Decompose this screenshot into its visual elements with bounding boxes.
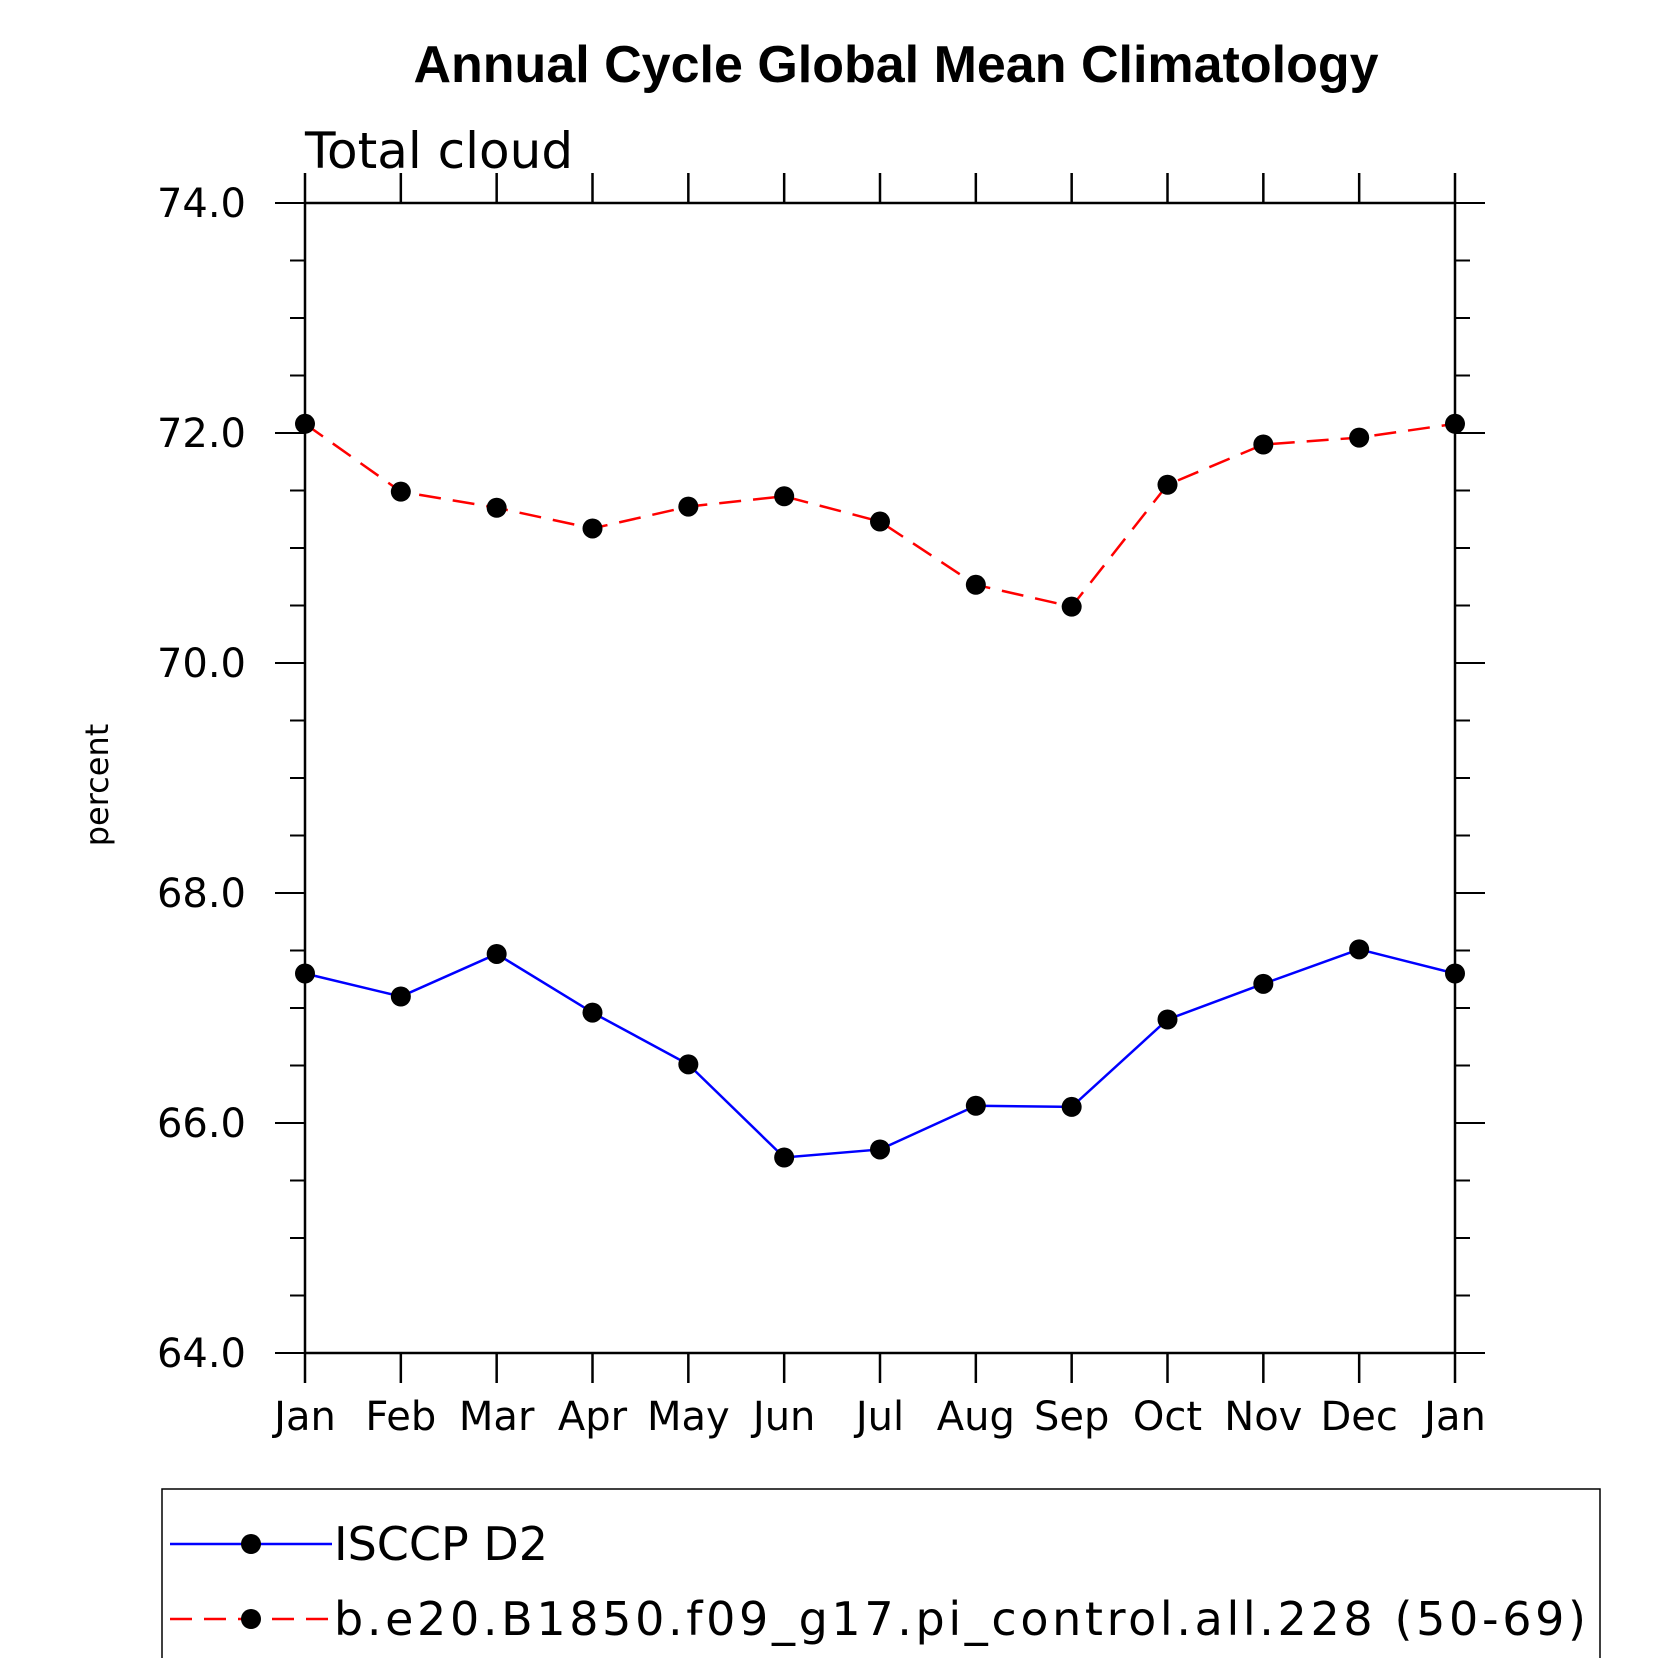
plot-frame [303,201,1457,1355]
y-tick-label: 64.0 [157,1331,246,1377]
legend-label: b.e20.B1850.f09_g17.pi_control.all.228 (… [334,1592,1586,1646]
y-tick-label: 74.0 [157,181,246,227]
legend: ISCCP D2 b.e20.B1850.f09_g17.pi_control.a… [161,1488,1601,1658]
x-tick-label: Apr [558,1394,628,1440]
x-tick-labels: Jan Feb Mar Apr May Jun Jul Aug Sep Oct Nov Dec Jan [271,1394,1486,1440]
data-point [870,511,890,532]
x-tick-label: Jul [853,1394,904,1440]
chart-title: Annual Cycle Global Mean Climatology [413,36,1378,94]
data-point [390,986,411,1007]
data-point [1061,1096,1082,1117]
x-tick-label: Sep [1034,1394,1109,1440]
data-point [1253,973,1274,994]
y-tick-label: 72.0 [157,411,246,457]
data-point [678,496,699,517]
axis-ticks [275,173,1485,1383]
x-tick-label: Jan [1421,1394,1486,1440]
data-point [582,518,603,539]
data-point [965,1095,986,1116]
data-point [774,1147,795,1168]
data-point [774,486,795,507]
data-point [295,963,315,984]
data-point [1157,1009,1178,1030]
data-point [295,413,315,434]
x-tick-label: Jun [750,1394,816,1440]
legend-marker [241,1609,261,1629]
y-tick-label: 66.0 [157,1101,246,1147]
x-tick-label: Aug [937,1394,1015,1440]
x-tick-label: Nov [1224,1394,1302,1440]
x-tick-label: May [647,1394,730,1440]
chart-subtitle: Total cloud [304,122,573,180]
series-2 [295,413,1465,617]
data-point [1157,474,1178,495]
legend-box [161,1488,1601,1658]
x-tick-label: Oct [1133,1394,1202,1440]
data-point [1061,596,1082,617]
data-point [1349,427,1370,448]
legend-marker [241,1534,261,1554]
data-point [870,1139,890,1160]
data-point [1349,939,1370,960]
series-layer [295,413,1465,1168]
y-axis-label: percent [78,724,116,847]
data-point [486,497,507,518]
x-tick-label: Dec [1320,1394,1397,1440]
data-point [1445,963,1465,984]
x-tick-label: Feb [365,1394,436,1440]
y-tick-label: 70.0 [157,641,246,687]
y-tick-label: 68.0 [157,871,246,917]
series-line [304,948,1456,1159]
series-1 [295,939,1465,1168]
data-point [678,1054,699,1075]
data-point [1253,434,1274,455]
data-point [390,481,411,502]
legend-label: ISCCP D2 [334,1517,548,1571]
data-point [582,1002,603,1023]
legend-item-2: b.e20.B1850.f09_g17.pi_control.all.228 (… [170,1592,1586,1646]
x-tick-label: Jan [271,1394,336,1440]
data-point [1445,413,1465,434]
x-tick-label: Mar [459,1394,535,1440]
data-point [965,574,986,595]
y-tick-labels: 64.0 66.0 68.0 70.0 72.0 74.0 [157,181,246,1377]
data-point [486,943,507,964]
legend-item-1: ISCCP D2 [170,1517,548,1571]
